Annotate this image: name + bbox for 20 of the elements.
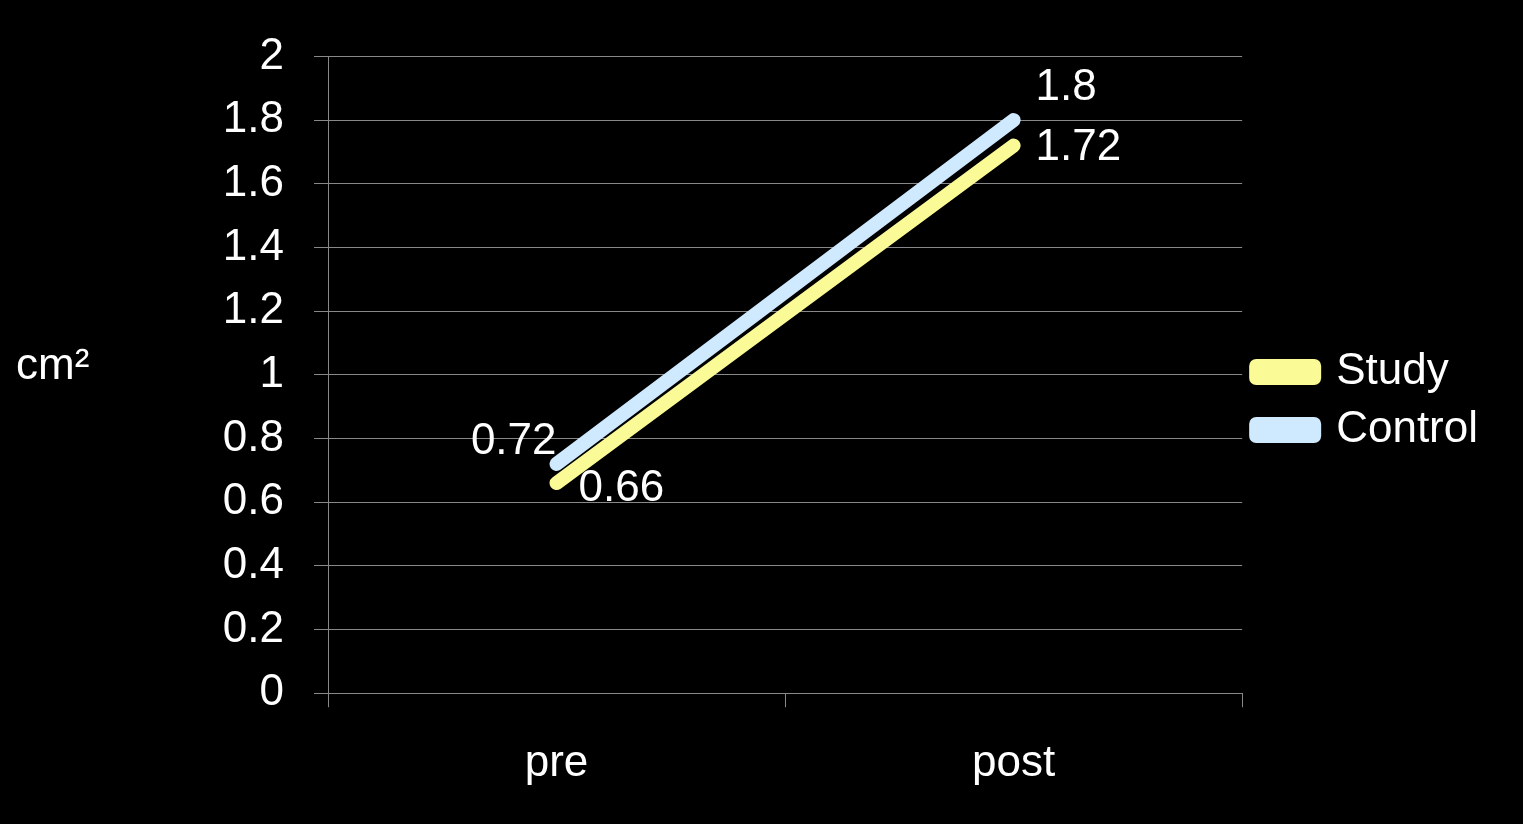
legend-label: Control: [1336, 402, 1478, 452]
data-label: 0.72: [470, 414, 557, 464]
y-tick-label: 1.8: [222, 92, 284, 142]
data-label: 1.8: [1035, 60, 1097, 110]
y-tick-label: 1.6: [222, 155, 284, 205]
y-tick-label: 1.2: [222, 283, 284, 333]
y-tick-label: 0.8: [222, 410, 284, 460]
data-label: 1.72: [1035, 119, 1122, 169]
y-tick-label: 0.4: [222, 537, 284, 587]
y-axis-title: cm²: [16, 338, 90, 388]
x-tick-label: pre: [524, 735, 589, 785]
y-tick-label: 0.2: [222, 601, 284, 651]
data-label: 0.66: [578, 461, 665, 511]
y-tick-label: 0: [259, 665, 284, 715]
y-tick-label: 2: [259, 28, 284, 78]
y-tick-label: 1.4: [222, 219, 284, 269]
x-tick-label: post: [972, 735, 1056, 785]
legend-label: Study: [1336, 344, 1449, 394]
y-tick-label: 0.6: [222, 474, 284, 524]
y-tick-label: 1: [259, 346, 284, 396]
